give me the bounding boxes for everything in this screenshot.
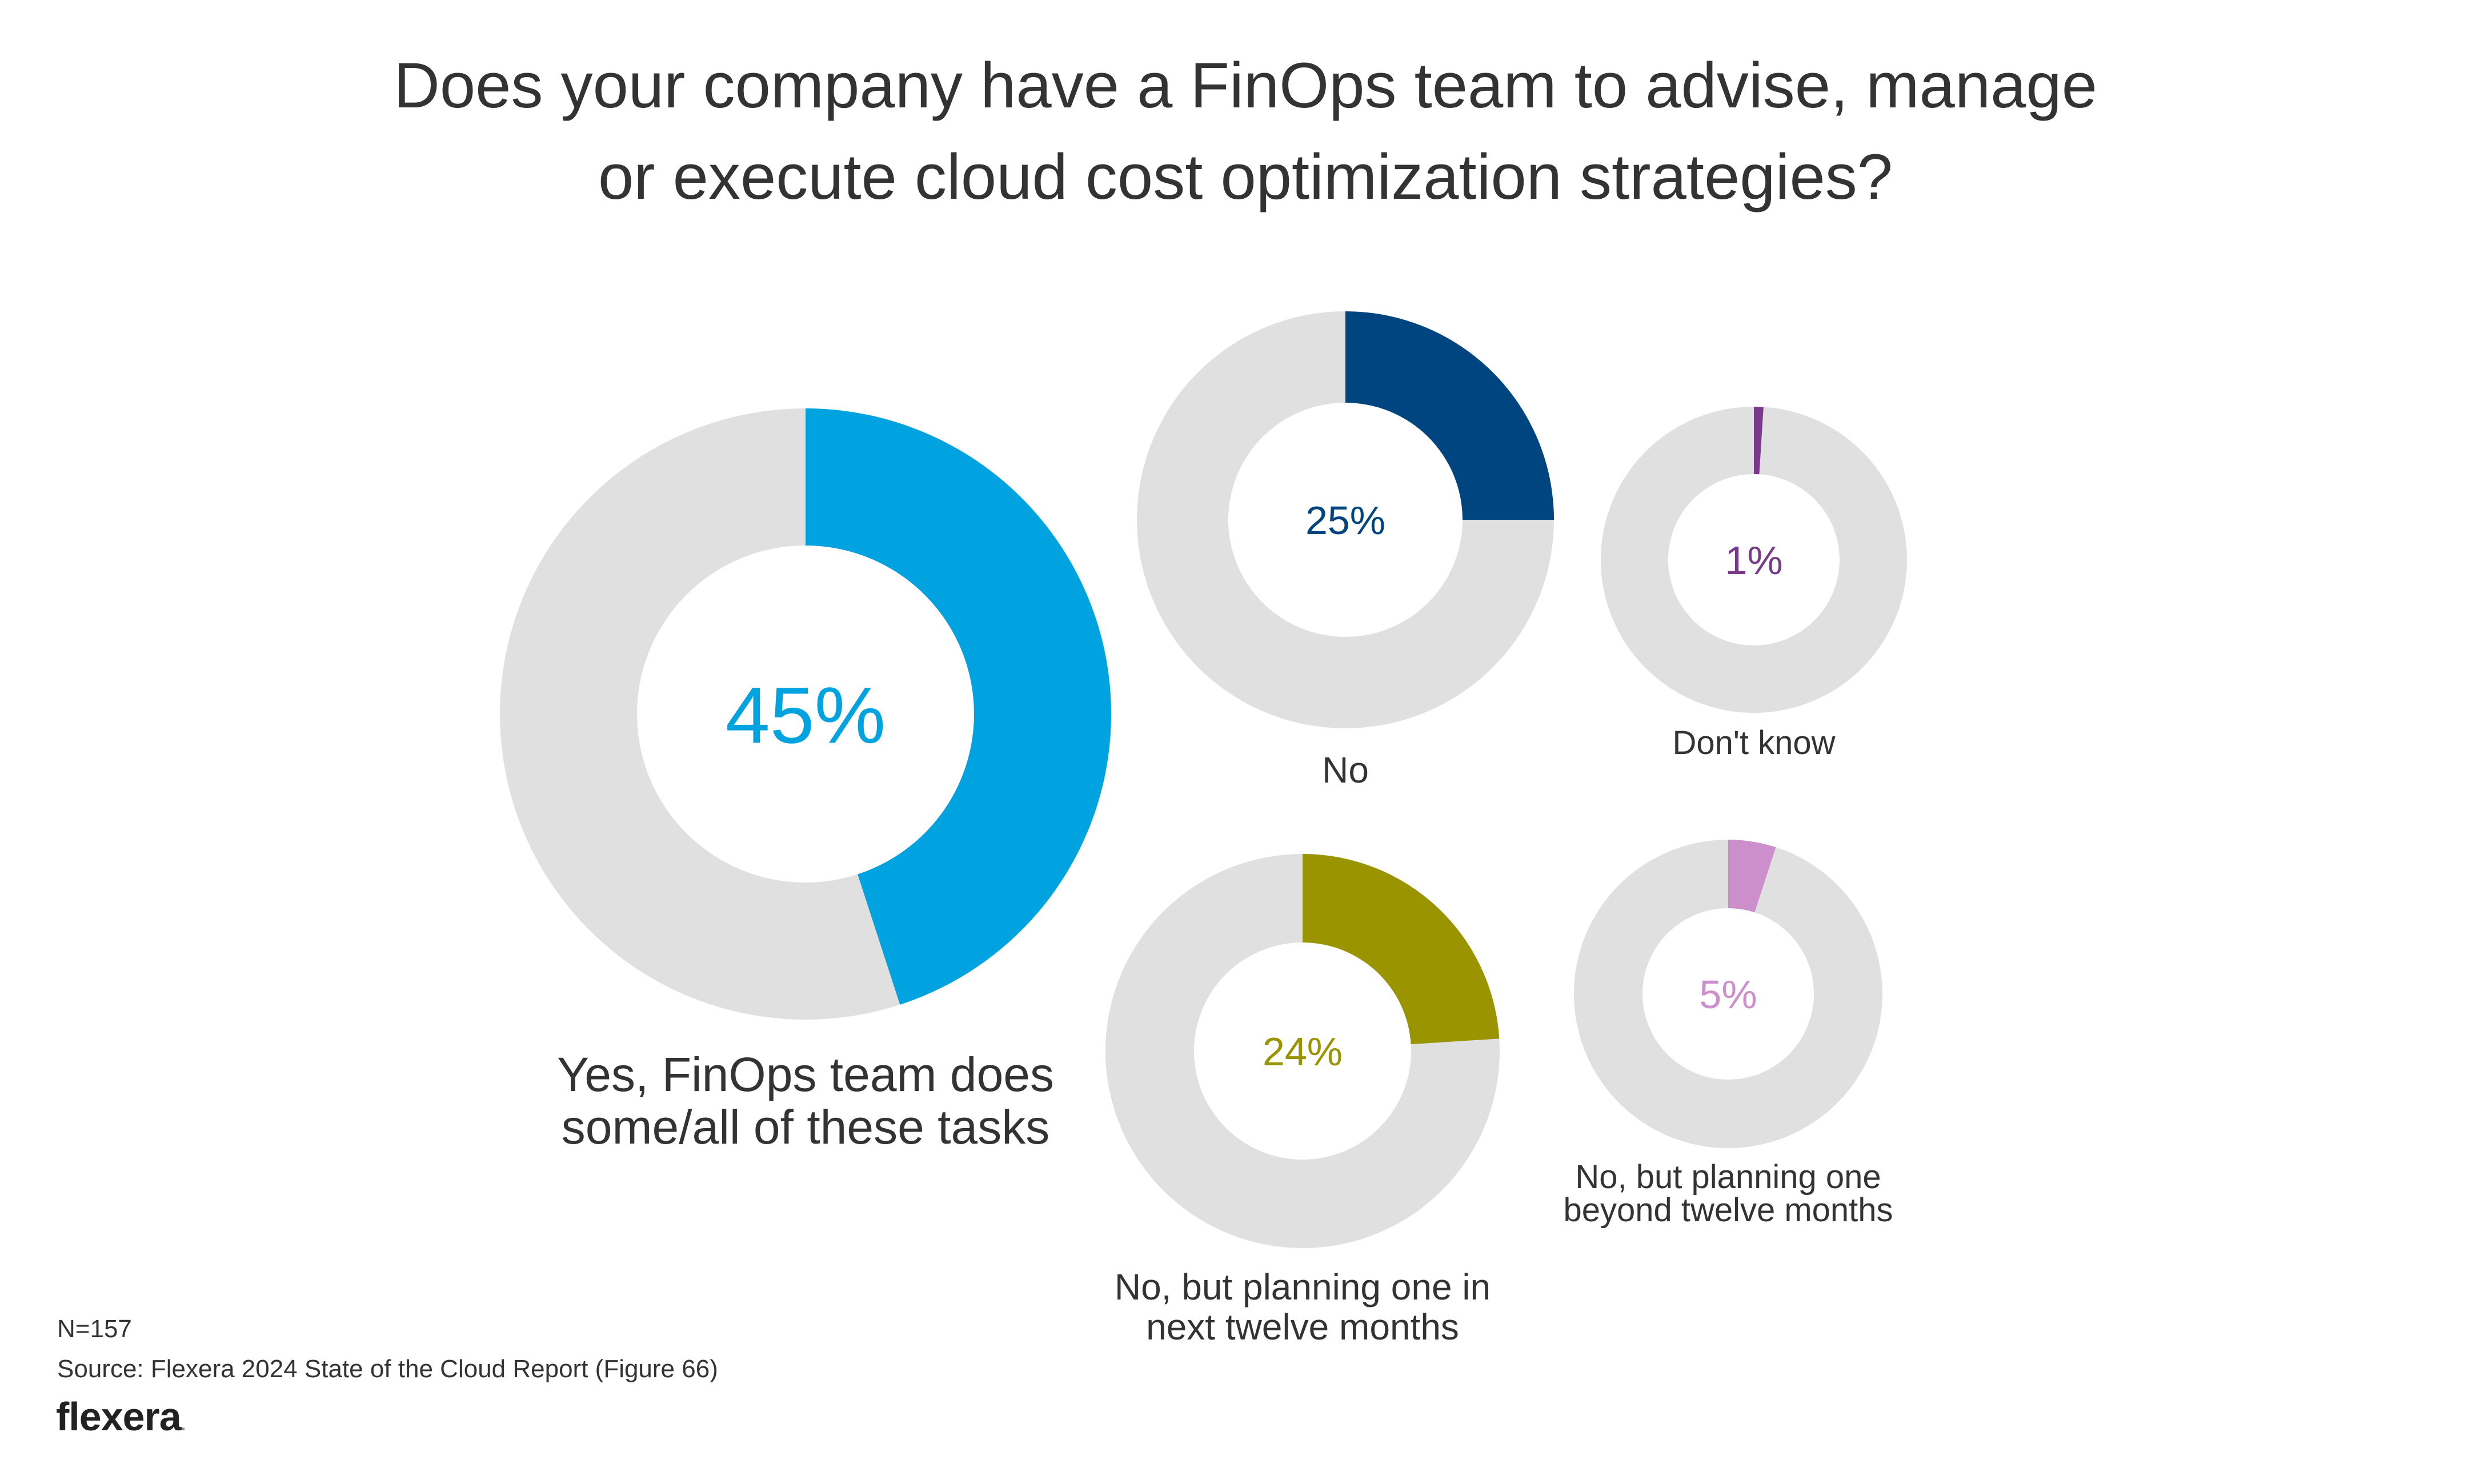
donut-value-arc [1728,840,1776,913]
donut-category-label: No, but planning one [1575,1158,1881,1196]
flexera-logo: flexera. [56,1394,186,1439]
donut-value-arc [806,408,1111,1005]
source-note: Source: Flexera 2024 State of the Cloud … [57,1355,718,1383]
donut-category-label: some/all of these tasks [562,1100,1049,1154]
donut-value-label: 25% [1305,498,1385,543]
donut-category-label: No, but planning one in [1115,1266,1491,1307]
donut-category-label: beyond twelve months [1563,1192,1893,1229]
donut-category-label: Yes, FinOps team does [557,1048,1054,1101]
donut-value-label: 5% [1699,972,1757,1017]
donut-value-label: 1% [1725,538,1782,583]
donut-track [1600,407,1907,713]
donut-value-label: 24% [1263,1029,1343,1074]
donut-category-label: next twelve months [1146,1306,1459,1347]
chart-title: Does your company have a FinOps team to … [286,40,2205,223]
donut-category-label: No [1322,749,1369,791]
donut-3: 1% Don't know [1600,407,1907,761]
donut-category-label: Don't know [1672,724,1836,761]
sample-size-note: N=157 [57,1315,132,1343]
donut-value-arc [1754,407,1764,475]
title-line-1: Does your company have a FinOps team to … [394,50,2097,121]
title-line-2: or execute cloud cost optimization strat… [598,141,1893,212]
donut-value-arc [1303,854,1500,1045]
donut-value-arc [1345,311,1554,520]
donut-value-label: 45% [726,670,886,760]
donut-track [1573,840,1882,1148]
donut-2: 25% No [1136,311,1554,791]
